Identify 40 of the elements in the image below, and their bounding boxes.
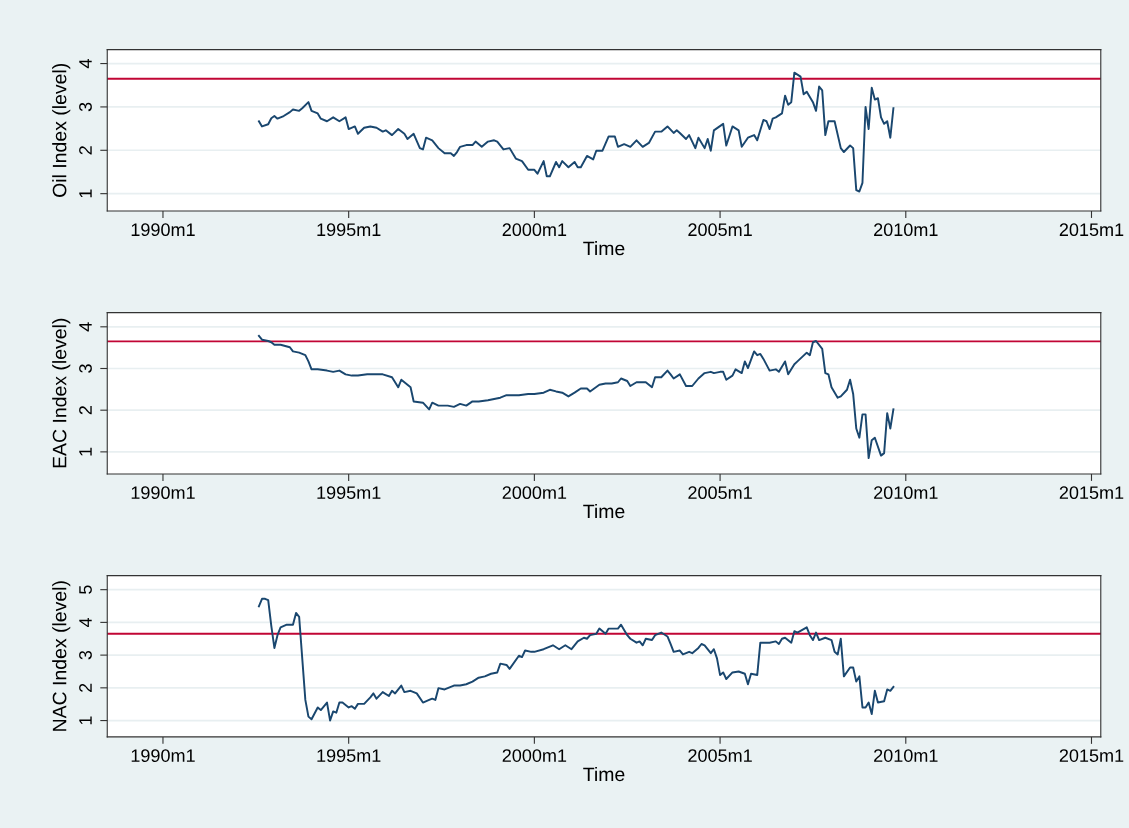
- x-tick-label: 1990m1: [131, 749, 195, 762]
- x-tick-label: 2000m1: [502, 486, 567, 500]
- x-tick-label: 1990m1: [131, 223, 195, 237]
- x-tick-label: 2005m1: [688, 749, 752, 762]
- x-tick-label: 2000m1: [502, 749, 567, 762]
- x-tick-label: 2015m1: [1059, 749, 1124, 762]
- x-tick-label: 1995m1: [317, 223, 381, 237]
- y-tick-label: 2: [79, 406, 92, 415]
- y-tick-label: 3: [79, 364, 92, 373]
- line-series: [257, 335, 895, 460]
- y-tick-label: 2: [79, 683, 92, 692]
- x-tick-label: 2000m1: [502, 223, 567, 237]
- y-tick-label: 3: [79, 102, 92, 112]
- y-tick-label: 1: [79, 447, 92, 456]
- x-axis-title: Time: [583, 766, 625, 782]
- y-axis-title: EAC Index (level): [52, 318, 71, 468]
- y-axis-title: Oil Index (level): [52, 64, 71, 197]
- x-tick-label: 1995m1: [317, 486, 381, 500]
- x-tick-label: 2015m1: [1059, 486, 1124, 500]
- y-tick-label: 3: [79, 650, 92, 660]
- y-tick-label: 2: [79, 146, 92, 155]
- x-axis-title: Time: [583, 503, 625, 519]
- y-tick-label: 4: [79, 59, 92, 69]
- y-tick-label: 4: [79, 617, 92, 627]
- y-tick-label: 4: [79, 322, 92, 332]
- y-tick-label: 1: [79, 189, 92, 198]
- y-axis-title: NAC Index (level): [52, 581, 71, 731]
- x-tick-label: 2005m1: [688, 223, 752, 237]
- x-tick-label: 2015m1: [1059, 223, 1124, 237]
- x-tick-label: 2005m1: [688, 486, 752, 500]
- y-tick-label: 5: [79, 585, 92, 594]
- x-tick-label: 2010m1: [874, 749, 938, 762]
- line-series: [257, 71, 895, 193]
- x-tick-label: 1995m1: [317, 749, 381, 762]
- y-tick-label: 1: [79, 716, 92, 725]
- line-series: [257, 597, 895, 722]
- x-tick-label: 1990m1: [131, 486, 195, 500]
- x-axis-title: Time: [583, 241, 625, 256]
- x-tick-label: 2010m1: [874, 223, 938, 237]
- x-tick-label: 2010m1: [874, 486, 938, 500]
